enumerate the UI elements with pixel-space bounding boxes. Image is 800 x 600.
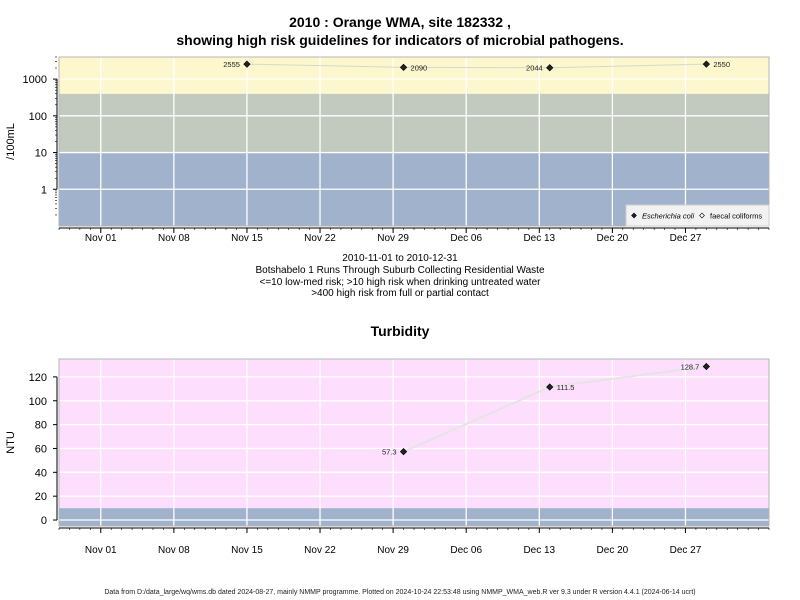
y-tick-label: 40 [35, 467, 47, 479]
y-tick-label: 80 [35, 420, 47, 432]
x-tick-label: Dec 20 [597, 233, 629, 244]
x-tick-label: Nov 29 [377, 545, 409, 556]
y-tick-label: 20 [35, 491, 47, 503]
x-tick-label: Nov 01 [85, 545, 117, 556]
data-point-label: 111.5 [557, 383, 575, 392]
y-tick-label: 120 [29, 372, 47, 384]
x-tick-label: Nov 08 [158, 233, 190, 244]
x-tick-label: Dec 27 [670, 545, 702, 556]
plot-frame [58, 56, 770, 227]
y-tick-label: 0 [41, 515, 47, 527]
legend-marker [699, 212, 705, 219]
data-point-label: 2550 [713, 60, 730, 69]
y-tick-label: 100 [29, 396, 47, 408]
caption-guideline-contact: >400 high risk from full or partial cont… [311, 288, 489, 299]
data-point-marker [243, 60, 251, 68]
data-point-marker [399, 63, 408, 71]
risk-band-1 [59, 93, 769, 153]
data-source-footer: Data from D:/data_large/wq/wms.db dated … [104, 589, 696, 596]
legend-entry-label: faecal coliforms [710, 212, 762, 221]
y-axis-label: NTU [5, 431, 17, 454]
y-tick-label: 1000 [23, 74, 47, 86]
y-tick-label: 10 [35, 148, 47, 160]
chart-title-line2: showing high risk guidelines for indicat… [176, 32, 624, 48]
data-point-label: 2555 [223, 60, 240, 69]
x-tick-label: Dec 13 [523, 233, 555, 244]
x-tick-label: Dec 06 [450, 545, 482, 556]
x-tick-label: Nov 15 [231, 233, 263, 244]
turbidity-title: Turbidity [370, 323, 430, 339]
x-tick-label: Nov 22 [304, 545, 336, 556]
caption-date-range: 2010-11-01 to 2010-12-31 [342, 253, 458, 264]
data-point-label: 2090 [411, 63, 428, 72]
data-point-marker [702, 362, 710, 371]
risk-band-1 [59, 359, 769, 509]
y-tick-label: 1 [41, 184, 47, 196]
caption-guideline-drinking: <=10 low-med risk; >10 high risk when dr… [259, 277, 541, 288]
data-point-marker [399, 448, 408, 456]
x-tick-label: Dec 20 [597, 545, 629, 556]
x-tick-label: Dec 13 [523, 545, 555, 556]
data-point-label: 57.3 [382, 448, 397, 457]
data-point-label: 128.7 [681, 363, 700, 372]
legend-marker [631, 212, 637, 219]
risk-band-2 [59, 57, 769, 94]
x-tick-label: Nov 15 [231, 545, 263, 556]
y-tick-label: 100 [29, 111, 47, 123]
x-tick-label: Dec 06 [450, 233, 482, 244]
chart-title-line1: 2010 : Orange WMA, site 182332 , [289, 14, 511, 30]
data-point-label: 2044 [526, 64, 543, 73]
series-line [246, 63, 707, 69]
x-tick-label: Nov 01 [85, 233, 117, 244]
x-tick-label: Nov 08 [158, 545, 190, 556]
legend-entry-label: Escherichia coli [642, 212, 694, 221]
data-point-marker [546, 383, 554, 391]
data-point-marker [702, 60, 710, 68]
y-axis-label: /100mL [5, 123, 17, 160]
caption-site-description: Botshabelo 1 Runs Through Suburb Collect… [255, 265, 545, 276]
x-tick-label: Nov 22 [304, 233, 336, 244]
legend-box [625, 204, 770, 227]
risk-band-0 [59, 508, 769, 526]
plot-frame [58, 358, 770, 527]
y-tick-label: 60 [35, 443, 47, 455]
x-tick-label: Nov 29 [377, 233, 409, 244]
data-point-marker [546, 64, 554, 72]
x-tick-label: Dec 27 [670, 233, 702, 244]
